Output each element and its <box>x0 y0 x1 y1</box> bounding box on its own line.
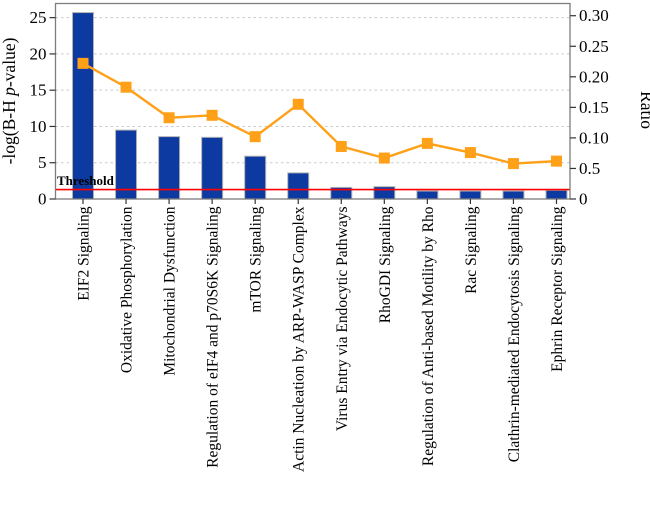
ratio-marker <box>421 137 433 149</box>
bar <box>244 155 267 200</box>
right-tick-label: 0.5 <box>579 159 600 178</box>
plot-frame <box>54 2 571 200</box>
bar <box>373 186 396 200</box>
left-tick-label: 25 <box>30 8 47 27</box>
right-tick-label: 0.30 <box>579 6 609 25</box>
bar <box>287 172 310 200</box>
x-category-label: Oxidative Phosphorylation <box>119 206 136 373</box>
bar <box>72 12 94 200</box>
x-category-label: Regulation of Anti-based Motility by Rho <box>420 206 437 466</box>
x-category-label: Ephrin Receptor Signaling <box>549 206 566 372</box>
x-category-label: Mitochondrial Dysfunction <box>162 206 179 375</box>
right-tick-label: 0.20 <box>579 67 609 86</box>
x-category-label: Actin Nucleation by ARP-WASP Complex <box>291 206 308 472</box>
bar <box>502 190 525 200</box>
ratio-marker <box>163 112 175 124</box>
right-tick-label: 0 <box>579 190 588 209</box>
ratio-marker <box>507 158 519 170</box>
right-tick-label: 0.15 <box>579 98 609 117</box>
bar <box>115 129 138 200</box>
ratio-marker <box>120 81 132 93</box>
right-tick-label: 0.25 <box>579 37 609 56</box>
ratio-line <box>82 62 557 165</box>
right-tick-label: 0.10 <box>579 128 609 147</box>
ratio-marker <box>464 147 476 159</box>
left-tick-label: 10 <box>30 117 47 136</box>
threshold-label: Threshold <box>57 173 115 188</box>
x-category-label: Rac Signaling <box>463 206 480 294</box>
ratio-marker <box>335 140 347 152</box>
x-category-label: RhoGDI Signaling <box>377 206 394 323</box>
left-tick-label: 5 <box>38 153 47 172</box>
x-category-label: EIF2 Signaling <box>76 206 93 301</box>
y-axis-left-title: -log(B-H p-value) <box>0 37 19 164</box>
ratio-marker <box>292 98 304 110</box>
bar <box>416 190 439 200</box>
y-axis-right-title: Ratio <box>637 91 650 129</box>
ratio-marker <box>206 109 218 121</box>
ratio-marker <box>77 57 89 69</box>
left-tick-label: 15 <box>30 81 47 100</box>
bar <box>545 189 568 200</box>
x-category-label: Virus Entry via Endocytic Pathways <box>334 207 351 432</box>
x-category-label: Regulation of eIF4 and p70S6K Signaling <box>205 206 222 468</box>
x-category-label: mTOR Signaling <box>248 206 265 312</box>
x-category-label: Clathrin-mediated Endocytosis Signaling <box>506 206 523 462</box>
ratio-marker <box>551 155 562 167</box>
ratio-marker <box>378 152 390 164</box>
left-tick-label: 0 <box>38 190 47 209</box>
bar <box>459 190 482 200</box>
ratio-marker <box>249 131 261 143</box>
left-tick-label: 20 <box>30 44 47 63</box>
